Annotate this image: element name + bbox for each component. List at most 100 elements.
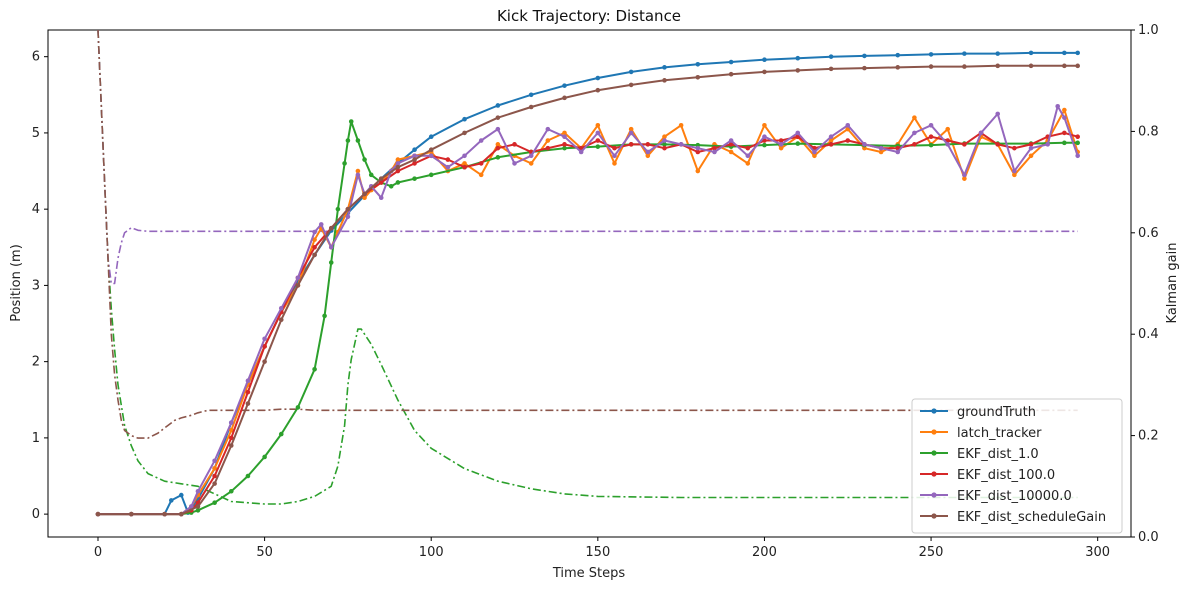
data-point-ekf-dist-1-0 <box>662 142 667 147</box>
data-point-ekf-dist-100-0 <box>395 168 401 174</box>
data-point-ekf-dist-1-0 <box>595 144 601 149</box>
data-point-ekf-dist-10000-0 <box>295 275 301 281</box>
data-point-ekf-dist-100-0 <box>728 142 734 147</box>
data-point-ekf-dist-100-0 <box>378 180 384 185</box>
data-point-ekf-dist-10000-0 <box>878 145 884 151</box>
x-axis: 0 50 100 150 200 250 300 <box>94 537 1110 560</box>
data-point-ekf-dist-100-0 <box>962 142 967 147</box>
data-point-ekf-dist-1-0 <box>762 142 767 148</box>
y-tick-label: 3 <box>32 278 40 293</box>
legend-label: EKF_dist_10000.0 <box>957 489 1072 504</box>
data-point-ekf-dist-schedulegain <box>695 74 701 80</box>
y-tick-label: 0 <box>32 507 40 522</box>
data-point-ekf-dist-10000-0 <box>762 134 767 140</box>
legend: groundTruth latch_tracker EKF_dist_1.0 EKF_… <box>911 398 1123 534</box>
data-point-ekf-dist-10000-0 <box>328 244 334 250</box>
data-point-ekf-dist-1-0 <box>388 183 394 189</box>
data-point-latch-tracker <box>812 153 817 159</box>
data-point-groundtruth <box>462 116 467 122</box>
data-point-ekf-dist-100-0 <box>495 145 501 151</box>
data-point-latch-tracker <box>595 123 601 128</box>
data-point-ekf-dist-schedulegain <box>862 65 867 71</box>
data-point-ekf-dist-10000-0 <box>595 130 601 136</box>
data-point-ekf-dist-100-0 <box>245 389 251 395</box>
data-point-ekf-dist-schedulegain <box>395 164 401 170</box>
data-point-ekf-dist-schedulegain <box>178 511 184 517</box>
legend-marker <box>931 450 937 456</box>
data-point-ekf-dist-10000-0 <box>728 138 734 143</box>
data-point-ekf-dist-100-0 <box>845 138 851 143</box>
data-point-ekf-dist-schedulegain <box>728 71 734 77</box>
data-point-latch-tracker <box>778 145 784 151</box>
data-point-ekf-dist-schedulegain <box>345 206 351 212</box>
data-point-latch-tracker <box>312 237 317 242</box>
data-point-ekf-dist-100-0 <box>228 435 234 441</box>
data-point-ekf-dist-schedulegain <box>212 481 217 486</box>
data-point-groundtruth <box>828 54 834 59</box>
data-point-groundtruth <box>662 65 667 70</box>
legend-marker <box>931 429 937 435</box>
data-point-ekf-dist-10000-0 <box>562 134 567 140</box>
data-point-ekf-dist-10000-0 <box>345 214 351 220</box>
data-point-ekf-dist-10000-0 <box>395 161 401 166</box>
data-point-ekf-dist-1-0 <box>1062 140 1067 146</box>
series-line-latch-tracker <box>98 109 1079 516</box>
y-tick-label: 6 <box>32 50 40 65</box>
y-axis-right: 0.0 0.2 0.4 0.6 0.8 1.0 <box>1131 23 1159 545</box>
data-point-groundtruth <box>695 62 701 67</box>
data-point-ekf-dist-10000-0 <box>462 153 467 159</box>
data-point-groundtruth <box>428 134 434 140</box>
data-point-ekf-dist-10000-0 <box>912 130 917 136</box>
data-point-ekf-dist-10000-0 <box>578 149 584 155</box>
data-point-latch-tracker <box>395 157 401 162</box>
data-point-ekf-dist-schedulegain <box>928 64 934 69</box>
data-point-ekf-dist-100-0 <box>778 138 784 143</box>
data-point-ekf-dist-10000-0 <box>1055 103 1060 109</box>
data-point-ekf-dist-1-0 <box>245 473 251 479</box>
legend-marker <box>931 408 937 414</box>
data-point-ekf-dist-100-0 <box>628 142 634 147</box>
legend-frame <box>911 398 1123 534</box>
data-point-ekf-dist-10000-0 <box>1028 145 1034 151</box>
data-point-ekf-dist-10000-0 <box>678 142 684 147</box>
data-point-groundtruth <box>728 59 734 65</box>
data-point-ekf-dist-schedulegain <box>1075 63 1080 69</box>
data-point-ekf-dist-10000-0 <box>355 172 361 178</box>
data-point-ekf-dist-100-0 <box>1028 142 1034 147</box>
data-point-ekf-dist-schedulegain <box>962 64 967 69</box>
data-point-ekf-dist-1-0 <box>295 405 301 410</box>
data-point-latch-tracker <box>828 138 834 143</box>
data-point-latch-tracker <box>762 123 767 128</box>
y2-tick-label: 0.8 <box>1138 124 1159 139</box>
data-point-ekf-dist-10000-0 <box>662 138 667 143</box>
data-point-ekf-dist-10000-0 <box>828 134 834 140</box>
data-point-ekf-dist-100-0 <box>445 157 451 162</box>
y2-axis-title: Kalman gain <box>1165 243 1180 324</box>
data-point-ekf-dist-schedulegain <box>995 63 1001 69</box>
data-point-ekf-dist-schedulegain <box>195 504 201 509</box>
data-point-ekf-dist-10000-0 <box>212 458 217 464</box>
data-point-ekf-dist-100-0 <box>412 161 417 166</box>
data-point-ekf-dist-schedulegain <box>162 511 167 517</box>
data-point-ekf-dist-100-0 <box>645 142 651 147</box>
data-point-ekf-dist-100-0 <box>262 344 267 349</box>
data-point-ekf-dist-schedulegain <box>795 68 801 73</box>
data-point-ekf-dist-10000-0 <box>928 123 934 128</box>
data-point-ekf-dist-10000-0 <box>845 123 851 128</box>
plot-frame <box>47 29 1132 538</box>
data-point-ekf-dist-10000-0 <box>278 305 284 311</box>
data-point-ekf-dist-schedulegain <box>428 147 434 152</box>
y2-tick-label: 0.2 <box>1138 429 1159 444</box>
legend-marker <box>931 513 937 519</box>
data-point-ekf-dist-100-0 <box>1062 130 1067 136</box>
data-point-ekf-dist-1-0 <box>262 454 267 460</box>
x-tick-label: 150 <box>585 545 610 560</box>
y-axis-title: Position (m) <box>9 244 24 322</box>
y2-tick-label: 0.0 <box>1138 530 1159 545</box>
data-point-ekf-dist-1-0 <box>428 172 434 178</box>
data-point-ekf-dist-1-0 <box>345 138 351 143</box>
data-point-ekf-dist-10000-0 <box>812 149 817 155</box>
data-point-ekf-dist-100-0 <box>995 142 1001 147</box>
data-point-ekf-dist-100-0 <box>712 145 717 151</box>
x-axis-title: Time Steps <box>552 566 626 581</box>
